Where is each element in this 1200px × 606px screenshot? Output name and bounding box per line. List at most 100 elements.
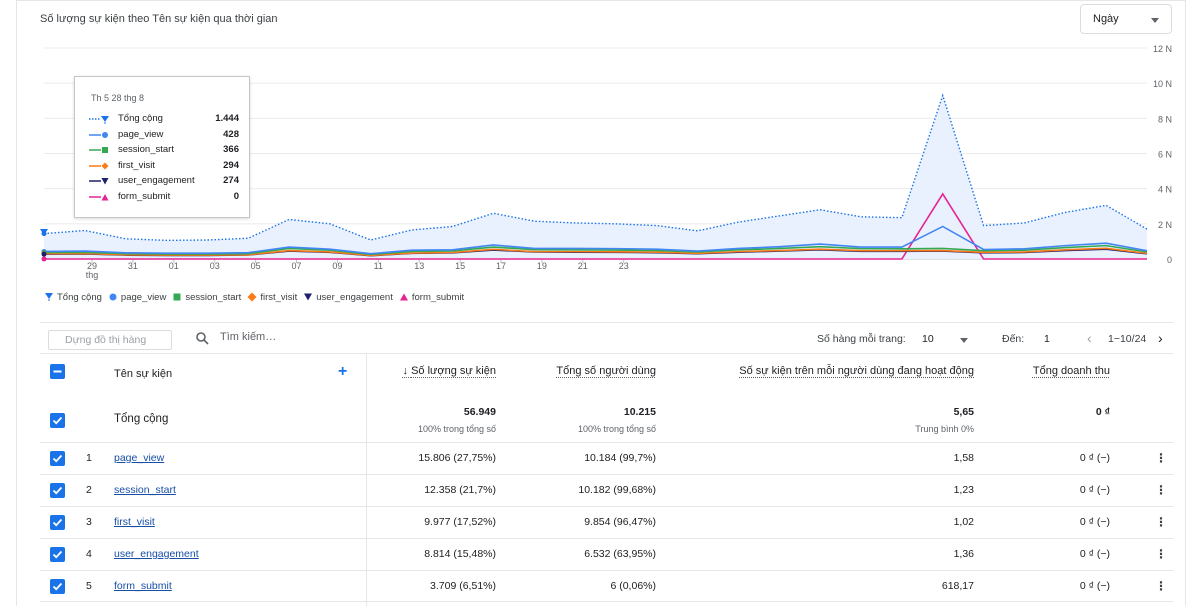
tooltip-series-value: 0 bbox=[233, 190, 239, 202]
event-name-link[interactable]: session_start bbox=[114, 484, 176, 496]
cell-events-per-user: 1,36 bbox=[953, 548, 974, 560]
header-revenue[interactable]: Tổng doanh thu bbox=[1032, 365, 1110, 377]
cell-event-count: 15.806 (27,75%) bbox=[418, 452, 496, 464]
event-name-link[interactable]: form_submit bbox=[114, 580, 172, 592]
x-tick-label: 23 bbox=[619, 261, 629, 271]
tooltip-series-name: user_engagement bbox=[118, 175, 195, 186]
legend-item[interactable]: session_start bbox=[172, 292, 241, 303]
totals-label: Tổng cộng bbox=[114, 413, 169, 425]
goto-input[interactable]: 1 bbox=[1044, 333, 1050, 345]
totals-total-users-sub: 100% trong tổng số bbox=[577, 424, 656, 434]
tooltip-series-name: page_view bbox=[118, 128, 164, 140]
legend-label: user_engagement bbox=[316, 291, 393, 303]
cell-revenue: 0 ₫ (−) bbox=[1079, 452, 1110, 464]
row-divider bbox=[40, 601, 1173, 602]
x-tick-label: 15 bbox=[455, 261, 465, 271]
legend-item[interactable]: user_engagement bbox=[303, 292, 393, 303]
cell-total-users: 10.182 (99,68%) bbox=[578, 484, 656, 496]
legend-item[interactable]: form_submit bbox=[399, 292, 464, 303]
tooltip-series-value: 274 bbox=[223, 175, 239, 186]
granularity-dropdown[interactable]: Ngày bbox=[1080, 4, 1172, 34]
x-tick-label: 17 bbox=[496, 261, 506, 271]
totals-events-per-user-sub: Trung bình 0% bbox=[915, 424, 974, 434]
legend-item[interactable]: first_visit bbox=[247, 292, 297, 303]
x-tick-label: 03 bbox=[210, 261, 220, 271]
tooltip-series-value: 428 bbox=[223, 128, 239, 140]
select-all-checkbox[interactable] bbox=[50, 364, 65, 379]
tooltip-series-value: 294 bbox=[223, 159, 239, 171]
x-tick-label: 21 bbox=[578, 261, 588, 271]
y-tick-label: 0 bbox=[1167, 255, 1172, 265]
check-icon bbox=[52, 518, 63, 527]
plot-rows-button[interactable]: Dựng đồ thị hàng bbox=[48, 330, 172, 350]
row-number: 5 bbox=[86, 580, 92, 592]
more-vert-icon[interactable]: ⋮ bbox=[1155, 547, 1167, 561]
header-events-per-user[interactable]: Số sự kiện trên mỗi người dùng đang hoạt… bbox=[739, 365, 974, 377]
tooltip-row: Tổng cộng 1.444 bbox=[89, 113, 239, 127]
legend-item[interactable]: page_view bbox=[108, 292, 166, 303]
row-checkbox[interactable] bbox=[50, 547, 65, 562]
series-line-session_start bbox=[43, 244, 1148, 256]
more-vert-icon[interactable]: ⋮ bbox=[1155, 483, 1167, 497]
chart-legend: Tổng cộng page_view session_start first_vis… bbox=[44, 290, 464, 304]
chevron-left-icon[interactable]: ‹ bbox=[1087, 330, 1092, 346]
totals-total-users: 10.215 bbox=[623, 406, 656, 418]
triangle-down-legend-icon bbox=[303, 292, 313, 302]
row-checkbox[interactable] bbox=[50, 451, 65, 466]
x-tick-label: 09 bbox=[332, 261, 342, 271]
series-point bbox=[41, 256, 47, 262]
series-line-tngcng bbox=[43, 93, 1148, 242]
header-event-name[interactable]: Tên sự kiện bbox=[114, 368, 173, 380]
legend-label: first_visit bbox=[260, 291, 298, 303]
header-event-count[interactable]: ↓ Số lượng sự kiện bbox=[403, 365, 497, 377]
cell-total-users: 10.184 (99,7%) bbox=[584, 452, 656, 464]
legend-item[interactable]: Tổng cộng bbox=[44, 292, 102, 303]
y-tick-label: 4 N bbox=[1158, 185, 1172, 195]
event-name-link[interactable]: user_engagement bbox=[114, 548, 199, 560]
x-tick-label: 31 bbox=[128, 261, 138, 271]
column-separator bbox=[366, 354, 367, 606]
row-number: 2 bbox=[86, 484, 92, 496]
y-tick-label: 8 N bbox=[1158, 114, 1172, 124]
cell-events-per-user: 1,58 bbox=[953, 452, 974, 464]
row-checkbox[interactable] bbox=[50, 579, 65, 594]
x-tick-label: 29 bbox=[87, 261, 97, 271]
rows-per-page-select[interactable]: 10 bbox=[922, 333, 934, 345]
x-tick-label: 13 bbox=[414, 261, 424, 271]
row-checkbox[interactable] bbox=[50, 483, 65, 498]
more-vert-icon[interactable]: ⋮ bbox=[1155, 515, 1167, 529]
chevron-down-icon[interactable] bbox=[960, 338, 968, 343]
event-name-link[interactable]: first_visit bbox=[114, 516, 155, 528]
event-name-link[interactable]: page_view bbox=[114, 452, 165, 464]
totals-event-count: 56.949 bbox=[463, 406, 496, 418]
circle-legend-icon bbox=[108, 292, 118, 302]
more-vert-icon[interactable]: ⋮ bbox=[1155, 451, 1167, 465]
tooltip-date: Th 5 28 thg 8 bbox=[91, 93, 145, 103]
totals-revenue: 0 ₫ bbox=[1095, 406, 1110, 418]
totals-event-count-sub: 100% trong tổng số bbox=[417, 424, 496, 434]
series-line-page_view bbox=[43, 225, 1148, 255]
chart-title: Số lượng sự kiện theo Tên sự kiện qua th… bbox=[40, 13, 278, 25]
header-total-users[interactable]: Tổng số người dùng bbox=[556, 365, 656, 377]
check-icon bbox=[52, 582, 63, 591]
rows-per-page-label: Số hàng mỗi trang: bbox=[817, 333, 906, 345]
add-dimension-icon[interactable]: + bbox=[338, 363, 348, 380]
toolbar-divider bbox=[40, 322, 1173, 323]
tooltip-row: form_submit 0 bbox=[89, 191, 239, 205]
tooltip-row: first_visit 294 bbox=[89, 160, 239, 174]
tooltip-series-name: form_submit bbox=[118, 190, 171, 202]
y-tick-label: 2 N bbox=[1158, 220, 1172, 230]
cell-events-per-user: 618,17 bbox=[941, 580, 974, 592]
more-vert-icon[interactable]: ⋮ bbox=[1155, 579, 1167, 593]
chevron-right-icon[interactable]: › bbox=[1158, 330, 1163, 346]
check-icon bbox=[52, 416, 63, 425]
sort-down-icon: ↓ bbox=[402, 365, 409, 377]
pin-legend-icon bbox=[44, 292, 54, 302]
tooltip-row: page_view 428 bbox=[89, 129, 239, 143]
total-area bbox=[44, 95, 1147, 259]
totals-checkbox[interactable] bbox=[50, 413, 65, 428]
row-checkbox[interactable] bbox=[50, 515, 65, 530]
row-number: 3 bbox=[86, 516, 92, 528]
triangle-up-legend-icon bbox=[399, 292, 409, 302]
